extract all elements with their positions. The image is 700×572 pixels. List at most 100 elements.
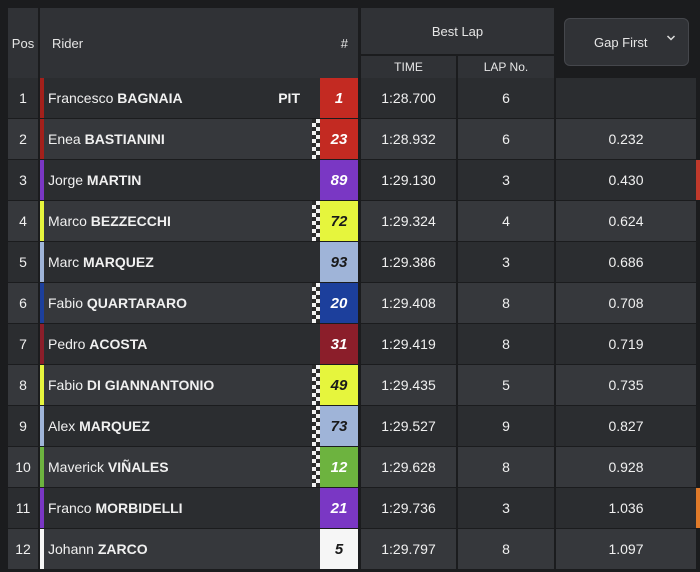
table-row[interactable]: 8 Fabio DI GIANNANTONIO 49 1:29.435 5 0.735 <box>0 365 700 405</box>
best-lap-time-value: 1:29.628 <box>381 459 436 475</box>
rider-first-name: Pedro <box>48 336 86 352</box>
rider-cell: Alex MARQUEZ <box>40 406 320 446</box>
status-edge-marker <box>696 324 700 364</box>
table-row[interactable]: 4 Marco BEZZECCHI 72 1:29.324 4 0.624 <box>0 201 700 241</box>
gap-first: 1.036 <box>556 488 696 528</box>
position-value: 10 <box>15 459 31 475</box>
table-row[interactable]: 2 Enea BASTIANINI 23 1:28.932 6 0.232 <box>0 119 700 159</box>
header-rider-label: Rider <box>52 36 84 51</box>
rider-last-name: BASTIANINI <box>84 131 165 147</box>
gap-first-value: 0.686 <box>608 254 644 270</box>
lap-number: 9 <box>458 406 554 446</box>
rider-last-name: BEZZECCHI <box>90 213 171 229</box>
rider-number-badge: 93 <box>320 242 358 282</box>
rider-name: Pedro ACOSTA <box>48 336 147 352</box>
lap-number-value: 9 <box>502 418 510 434</box>
rider-cell: Pedro ACOSTA <box>40 324 320 364</box>
best-lap-time: 1:29.324 <box>361 201 456 241</box>
gap-select-dropdown[interactable]: Gap First <box>564 18 689 66</box>
rider-name: Fabio QUARTARARO <box>48 295 187 311</box>
gap-first: 0.928 <box>556 447 696 487</box>
lap-number: 6 <box>458 78 554 118</box>
rider-name: Francesco BAGNAIA <box>48 90 183 106</box>
rider-first-name: Marco <box>48 213 87 229</box>
table-row[interactable]: 11 Franco MORBIDELLI 21 1:29.736 3 1.036 <box>0 488 700 528</box>
team-color-stripe <box>40 406 44 446</box>
rider-first-name: Franco <box>48 500 92 516</box>
gap-first-value: 0.708 <box>608 295 644 311</box>
checkered-flag-icon <box>312 78 320 118</box>
checkered-flag-icon <box>312 365 320 405</box>
rider-name: Franco MORBIDELLI <box>48 500 183 516</box>
lap-number-value: 8 <box>502 541 510 557</box>
position-value: 8 <box>19 377 27 393</box>
rider-cell: Jorge MARTIN <box>40 160 320 200</box>
table-row[interactable]: 9 Alex MARQUEZ 73 1:29.527 9 0.827 <box>0 406 700 446</box>
best-lap-time: 1:29.435 <box>361 365 456 405</box>
rider-number: 21 <box>330 499 348 517</box>
table-row[interactable]: 10 Maverick VIÑALES 12 1:29.628 8 0.928 <box>0 447 700 487</box>
lap-number-value: 3 <box>502 500 510 516</box>
position-cell: 3 <box>8 160 38 200</box>
checkered-flag-icon <box>312 160 320 200</box>
status-edge-marker <box>696 201 700 241</box>
best-lap-time-value: 1:29.324 <box>381 213 436 229</box>
team-color-stripe <box>40 529 44 569</box>
rider-cell: Fabio QUARTARARO <box>40 283 320 323</box>
rider-number: 72 <box>330 212 348 230</box>
status-edge-marker <box>696 447 700 487</box>
rider-number: 20 <box>330 294 348 312</box>
position-cell: 10 <box>8 447 38 487</box>
rider-name: Marc MARQUEZ <box>48 254 154 270</box>
header-time: TIME <box>361 56 456 78</box>
table-row[interactable]: 12 Johann ZARCO 5 1:29.797 8 1.097 <box>0 529 700 569</box>
gap-first: 0.686 <box>556 242 696 282</box>
rider-number: 1 <box>334 89 344 107</box>
rider-name: Enea BASTIANINI <box>48 131 165 147</box>
rider-name: Marco BEZZECCHI <box>48 213 171 229</box>
rider-number-badge: 21 <box>320 488 358 528</box>
gap-first-value: 0.928 <box>608 459 644 475</box>
position-cell: 11 <box>8 488 38 528</box>
position-value: 6 <box>19 295 27 311</box>
position-cell: 2 <box>8 119 38 159</box>
rider-last-name: MARTIN <box>86 172 142 188</box>
rider-cell: Francesco BAGNAIA PIT <box>40 78 320 118</box>
header-number-label: # <box>340 36 348 51</box>
gap-first: 0.735 <box>556 365 696 405</box>
position-value: 2 <box>19 131 27 147</box>
gap-first: 1.097 <box>556 529 696 569</box>
table-row[interactable]: 7 Pedro ACOSTA 31 1:29.419 8 0.719 <box>0 324 700 364</box>
best-lap-time: 1:29.736 <box>361 488 456 528</box>
best-lap-time: 1:28.932 <box>361 119 456 159</box>
rider-number-badge: 72 <box>320 201 358 241</box>
position-value: 3 <box>19 172 27 188</box>
rider-cell: Maverick VIÑALES <box>40 447 320 487</box>
table-row[interactable]: 3 Jorge MARTIN 89 1:29.130 3 0.430 <box>0 160 700 200</box>
lap-number-value: 3 <box>502 172 510 188</box>
status-edge-marker <box>696 119 700 159</box>
lap-number-value: 8 <box>502 295 510 311</box>
lap-number: 8 <box>458 283 554 323</box>
rider-number-badge: 23 <box>320 119 358 159</box>
table-row[interactable]: 5 Marc MARQUEZ 93 1:29.386 3 0.686 <box>0 242 700 282</box>
position-value: 1 <box>19 90 27 106</box>
rider-first-name: Fabio <box>48 377 84 393</box>
rider-cell: Marc MARQUEZ <box>40 242 320 282</box>
rider-first-name: Maverick <box>48 459 105 475</box>
lap-number: 8 <box>458 529 554 569</box>
table-row[interactable]: 1 Francesco BAGNAIA PIT 1 1:28.700 6 <box>0 78 700 118</box>
rider-number: 12 <box>330 458 348 476</box>
status-edge-marker <box>696 283 700 323</box>
table-row[interactable]: 6 Fabio QUARTARARO 20 1:29.408 8 0.708 <box>0 283 700 323</box>
gap-first: 0.232 <box>556 119 696 159</box>
rider-first-name: Marc <box>48 254 80 270</box>
rider-last-name: MARQUEZ <box>79 418 150 434</box>
best-lap-time: 1:29.386 <box>361 242 456 282</box>
position-cell: 4 <box>8 201 38 241</box>
header-lap-no: LAP No. <box>458 56 554 78</box>
rider-cell: Johann ZARCO <box>40 529 320 569</box>
best-lap-time: 1:29.130 <box>361 160 456 200</box>
checkered-flag-icon <box>312 201 320 241</box>
lap-number: 5 <box>458 365 554 405</box>
